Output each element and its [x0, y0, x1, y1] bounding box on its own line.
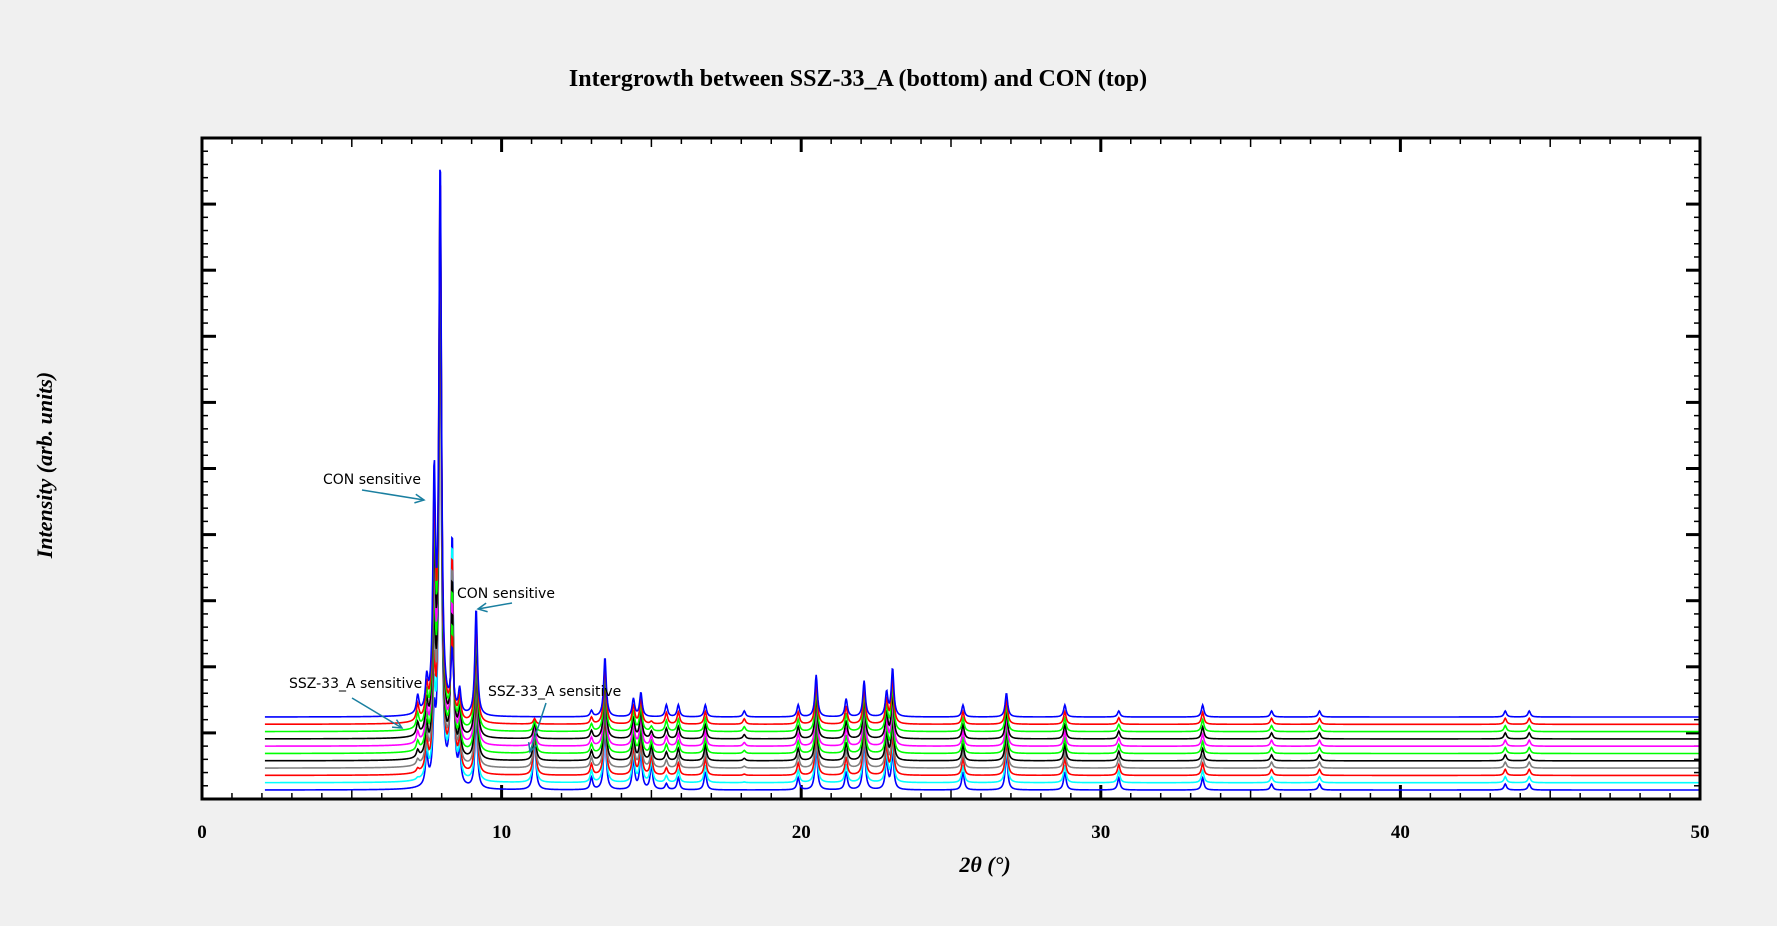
annotation-arrowhead: [527, 741, 538, 754]
series-line-3: [264, 264, 1700, 769]
plot-frame: [200, 136, 1702, 801]
y-axis-label: Intensity (arb. units): [32, 372, 57, 559]
x-tick-label: 50: [1691, 822, 1710, 843]
annotation-arrow: [477, 602, 513, 610]
series-line-2: [264, 278, 1700, 777]
plot-area: [202, 138, 1700, 799]
series-line-0: [264, 307, 1700, 791]
annotation-arrow: [351, 697, 403, 729]
annotation-arrow: [361, 489, 425, 501]
series-line-9: [264, 183, 1700, 726]
annotation-arrowhead: [391, 719, 404, 729]
series-line-4: [264, 252, 1700, 762]
annotations: CON sensitive CON sensitive SSZ-33_A sensi…: [289, 472, 621, 754]
annotation-label: SSZ-33_A sensitive: [289, 676, 422, 692]
series-line-1: [264, 293, 1700, 784]
series-line-6: [264, 225, 1700, 747]
annotation-arrowhead: [476, 602, 488, 613]
x-tick-label: 20: [792, 822, 811, 843]
x-tick-label: 10: [492, 822, 511, 843]
x-tick-label: 40: [1391, 822, 1410, 843]
annotation-arrow: [529, 702, 547, 753]
series-line-8: [264, 197, 1700, 733]
annotation-label: CON sensitive: [323, 472, 421, 488]
series-line-5: [264, 238, 1700, 755]
x-tick-label: 30: [1091, 822, 1110, 843]
series-line-10: [264, 169, 1700, 718]
series-group: [264, 169, 1700, 791]
annotation-label: SSZ-33_A sensitive: [488, 684, 621, 700]
annotation-label: CON sensitive: [457, 586, 555, 602]
chart-title: Intergrowth between SSZ-33_A (bottom) an…: [569, 66, 1147, 92]
x-tick-label: 0: [197, 822, 207, 843]
series-line-7: [264, 211, 1700, 740]
x-tick-labels: 0 10 20 30 40 50: [197, 822, 1709, 843]
annotation-arrowhead: [414, 493, 426, 504]
x-axis-label: 2θ (°): [958, 852, 1010, 877]
